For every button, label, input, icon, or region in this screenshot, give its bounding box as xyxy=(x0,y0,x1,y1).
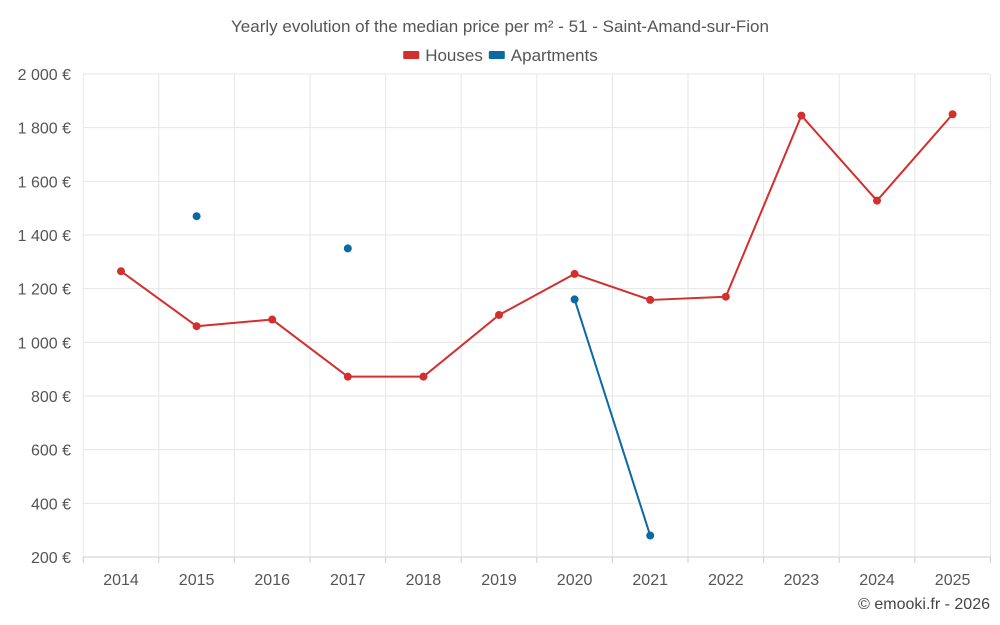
houses-line-segment xyxy=(195,318,274,328)
y-axis: 200 € 400 € 600 € 800 € 1 000 € 1 200 € 1 400 … xyxy=(18,67,71,567)
legend-item-houses[interactable]: Houses xyxy=(403,46,483,65)
legend-item-apartments[interactable]: Apartments xyxy=(488,46,598,65)
y-tick-label: 800 € xyxy=(31,389,71,406)
x-tick-label: 2016 xyxy=(254,572,290,589)
houses-point-2016[interactable] xyxy=(268,315,277,324)
x-tick-label: 2017 xyxy=(330,572,366,589)
houses-line-segment xyxy=(422,313,500,378)
apartments-point-2020[interactable] xyxy=(570,295,579,304)
y-tick-label: 600 € xyxy=(31,443,71,460)
apartments-point-2017[interactable] xyxy=(343,244,352,253)
houses-point-2019[interactable] xyxy=(495,310,503,319)
x-tick-label: 2021 xyxy=(632,572,668,589)
houses-point-2025[interactable] xyxy=(948,110,957,119)
houses-point-2020[interactable] xyxy=(570,269,579,278)
x-tick-label: 2018 xyxy=(406,572,442,589)
x-tick-label: 2020 xyxy=(557,572,593,589)
x-tick-label: 2015 xyxy=(179,572,215,589)
legend-label: Apartments xyxy=(511,46,598,65)
series-layer xyxy=(117,110,957,540)
houses-line-segment xyxy=(573,272,652,301)
houses-point-2015[interactable] xyxy=(192,322,201,331)
houses-point-2021[interactable] xyxy=(646,295,655,304)
houses-line-segment xyxy=(724,114,803,298)
series-apartments xyxy=(192,212,655,540)
houses-point-2018[interactable] xyxy=(419,372,428,381)
y-tick-label: 400 € xyxy=(31,496,71,513)
y-tick-label: 1 600 € xyxy=(18,174,71,191)
x-tick-label: 2025 xyxy=(935,572,971,589)
y-tick-label: 200 € xyxy=(31,550,71,567)
houses-point-2024[interactable] xyxy=(873,196,881,205)
grid-lines xyxy=(82,73,991,563)
y-tick-label: 1 400 € xyxy=(18,228,71,245)
x-tick-label: 2019 xyxy=(481,572,517,589)
houses-point-2022[interactable] xyxy=(721,292,730,301)
houses-line-segment xyxy=(649,295,727,301)
apartments-point-2021[interactable] xyxy=(646,531,655,540)
houses-point-2023[interactable] xyxy=(797,111,806,120)
y-tick-label: 1 200 € xyxy=(18,282,71,299)
legend-label: Houses xyxy=(425,46,483,65)
x-tick-label: 2023 xyxy=(784,572,820,589)
credit-text: © emooki.fr - 2026 xyxy=(858,596,990,613)
y-tick-label: 1 000 € xyxy=(18,335,71,352)
houses-line-segment xyxy=(271,318,349,378)
houses-line-segment xyxy=(800,114,878,202)
houses-point-2014[interactable] xyxy=(117,267,125,276)
legend-swatch xyxy=(403,51,420,59)
legend-swatch xyxy=(488,51,505,59)
chart-title: Yearly evolution of the median price per… xyxy=(231,17,769,36)
x-tick-label: 2022 xyxy=(708,572,744,589)
apartments-line-segment xyxy=(573,298,652,537)
y-tick-label: 1 800 € xyxy=(18,121,71,138)
legend: Houses Apartments xyxy=(403,46,598,65)
x-tick-label: 2014 xyxy=(103,572,139,589)
apartments-point-2015[interactable] xyxy=(192,212,201,221)
houses-point-2017[interactable] xyxy=(343,372,352,381)
x-tick-label: 2024 xyxy=(859,572,895,589)
houses-line-segment xyxy=(876,113,954,202)
x-axis: 2014 2015 2016 2017 2018 2019 2020 2021 2022 2023… xyxy=(103,572,970,589)
y-tick-label: 2 000 € xyxy=(18,67,71,84)
houses-line-segment xyxy=(120,270,198,328)
houses-line-segment xyxy=(498,272,576,316)
series-houses xyxy=(117,110,957,381)
